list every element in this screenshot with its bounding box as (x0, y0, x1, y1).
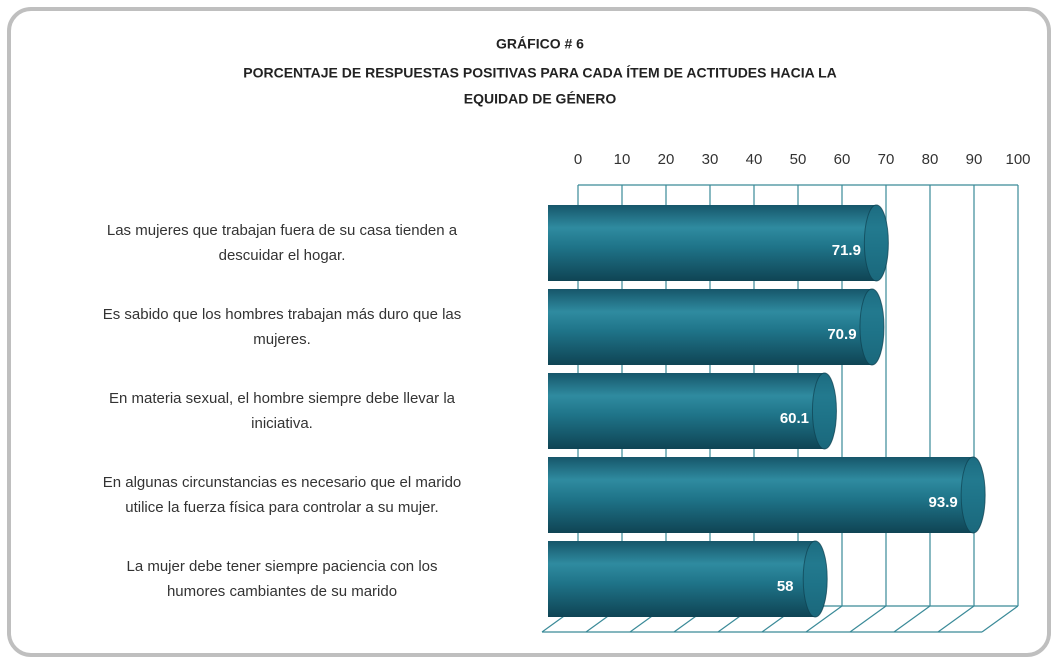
y-tick-label: utilice la fuerza física para controlar … (125, 499, 438, 516)
data-label: 60.1 (780, 410, 809, 427)
bar-body (548, 373, 837, 449)
bar (548, 456, 986, 534)
x-tick-label: 40 (746, 151, 763, 168)
x-tick-label: 50 (790, 151, 807, 168)
grid-line-floor (849, 605, 887, 633)
x-tick-label: 10 (614, 151, 631, 168)
y-tick-label: descuidar el hogar. (219, 247, 346, 264)
y-tick-label: iniciativa. (251, 415, 313, 432)
x-tick-label: 100 (1005, 151, 1030, 168)
bar-cap (802, 540, 828, 618)
bar-body (548, 289, 884, 365)
y-tick-label: La mujer debe tener siempre paciencia co… (126, 558, 437, 575)
bar-cap (811, 372, 837, 450)
bar (548, 204, 889, 282)
chart-title: GRÁFICO # 6 (496, 36, 584, 52)
grid-line-floor (805, 605, 843, 633)
data-label: 58 (777, 578, 794, 595)
y-tick-label: En materia sexual, el hombre siempre deb… (109, 390, 456, 407)
y-tick-label: humores cambiantes de su marido (167, 583, 397, 600)
bar-body (548, 541, 828, 617)
bar (548, 372, 837, 450)
bar-body (548, 205, 889, 281)
y-tick-label: Las mujeres que trabajan fuera de su cas… (107, 222, 458, 239)
bar-cap (960, 456, 986, 534)
bar (548, 288, 885, 366)
bar-body (548, 457, 986, 533)
bar (548, 540, 828, 618)
y-tick-label: En algunas circunstancias es necesario q… (103, 474, 462, 491)
grid-line-floor (937, 605, 975, 633)
y-tick-label: Es sabido que los hombres trabajan más d… (103, 306, 462, 323)
data-label: 70.9 (827, 326, 856, 343)
x-tick-label: 0 (574, 151, 582, 168)
grid-line-floor (981, 605, 1019, 633)
bar-cap (863, 204, 889, 282)
x-tick-label: 30 (702, 151, 719, 168)
chart-subtitle: EQUIDAD DE GÉNERO (464, 91, 617, 107)
y-tick-label: mujeres. (253, 331, 311, 348)
bar-cap (859, 288, 885, 366)
chart-subtitle: PORCENTAJE DE RESPUESTAS POSITIVAS PARA … (243, 65, 837, 81)
data-label: 71.9 (832, 242, 861, 259)
x-tick-label: 20 (658, 151, 675, 168)
x-tick-label: 80 (922, 151, 939, 168)
x-tick-label: 70 (878, 151, 895, 168)
grid-line-floor (893, 605, 931, 633)
x-tick-label: 60 (834, 151, 851, 168)
x-tick-label: 90 (966, 151, 983, 168)
data-label: 93.9 (929, 494, 958, 511)
